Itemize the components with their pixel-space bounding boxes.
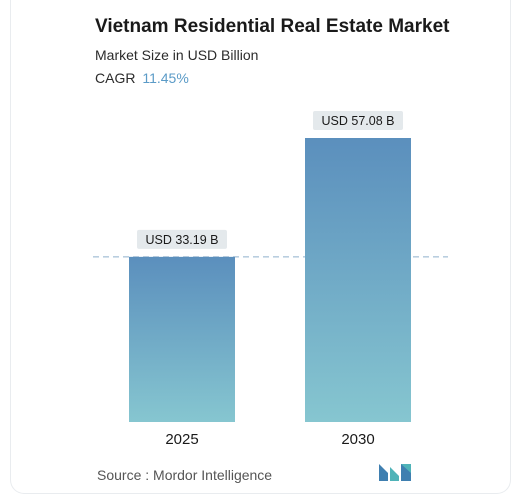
data-label-2030: USD 57.08 B: [322, 114, 395, 128]
data-label-bg-2025: [137, 229, 227, 249]
cagr-line: CAGR 11.45%: [95, 70, 189, 86]
cagr-label: CAGR: [95, 70, 136, 86]
chart-subtitle: Market Size in USD Billion: [95, 47, 259, 63]
chart-title: Vietnam Residential Real Estate Market: [95, 16, 450, 37]
mordor-intelligence-logo-icon: [379, 464, 411, 481]
chart-card: [10, 0, 511, 494]
x-tick-label-2030: 2030: [341, 431, 374, 448]
data-label-2025: USD 33.19 B: [146, 233, 219, 247]
bar-2030: [305, 138, 411, 422]
data-label-bg-2030: [313, 111, 403, 130]
source-text: Source : Mordor Intelligence: [97, 467, 273, 483]
cagr-value: 11.45%: [142, 70, 189, 86]
x-tick-label-2025: 2025: [165, 431, 198, 448]
bar-2025: [129, 256, 235, 422]
